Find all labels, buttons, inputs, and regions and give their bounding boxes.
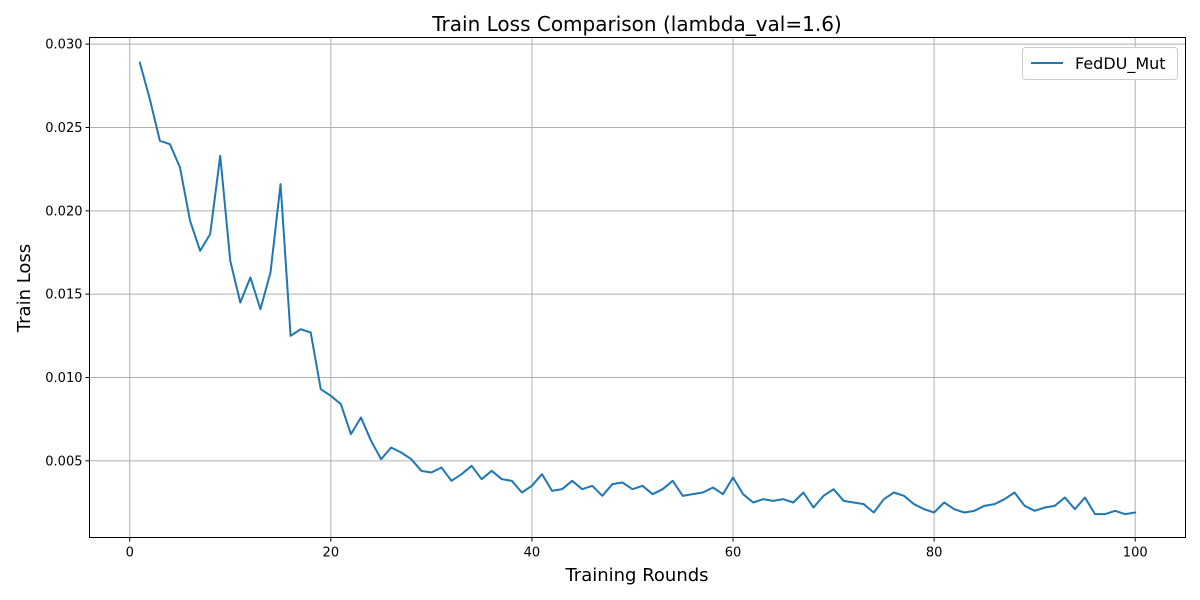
y-axis: 0.005 0.010 0.015 0.020 0.025 0.030 (45, 38, 90, 469)
y-tick-label: 0.005 (45, 454, 82, 469)
y-tick-label: 0.020 (45, 204, 82, 219)
x-tick-label: 40 (524, 546, 541, 561)
x-tick-label: 100 (1123, 546, 1148, 561)
grid (89, 37, 1186, 538)
plot-frame (89, 37, 1186, 538)
series-line-FedDU_Mut (138, 61, 1137, 516)
y-tick-label: 0.025 (45, 121, 82, 136)
y-tick-label: 0.010 (45, 371, 82, 386)
legend-label: FedDU_Mut (1075, 54, 1166, 74)
x-tick-label: 60 (725, 546, 742, 561)
y-tick-label: 0.030 (45, 38, 82, 53)
x-axis-label: Training Rounds (564, 565, 708, 586)
y-axis-label: Train Loss (14, 244, 35, 333)
x-axis: 0 20 40 60 80 100 (126, 537, 1148, 561)
chart-title: Train Loss Comparison (lambda_val=1.6) (431, 12, 841, 36)
x-tick-label: 80 (926, 546, 943, 561)
series-layer (138, 61, 1137, 516)
legend: FedDU_Mut (1022, 47, 1178, 80)
y-tick-label: 0.015 (45, 288, 82, 303)
x-tick-label: 0 (126, 546, 134, 561)
legend-box (1022, 47, 1178, 80)
x-tick-label: 20 (323, 546, 340, 561)
